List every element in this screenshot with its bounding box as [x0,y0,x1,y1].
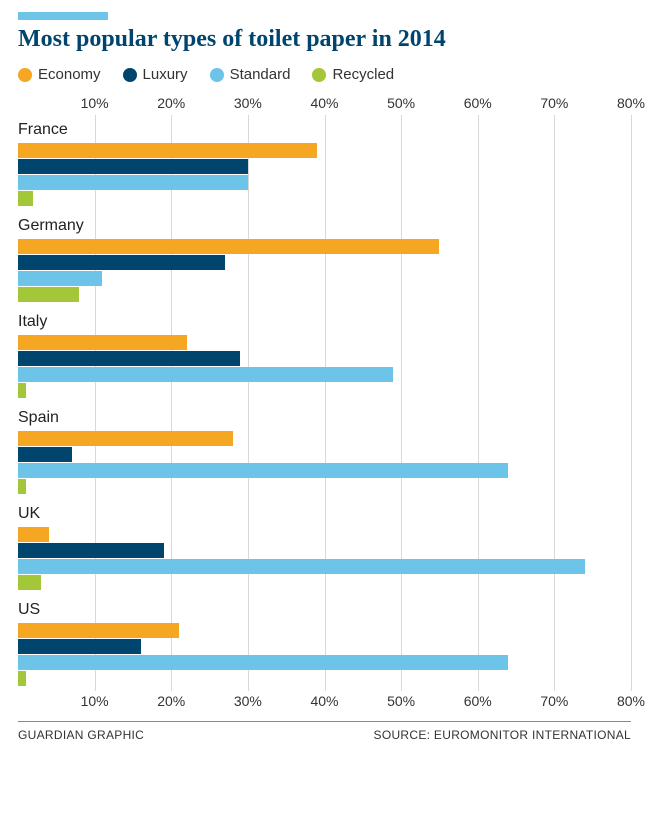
group-label: Italy [18,313,631,331]
x-axis-top: 10%20%30%40%50%60%70%80% [18,93,631,115]
group-label: Germany [18,217,631,235]
bar [18,639,141,654]
bar [18,175,248,190]
footer-left: GUARDIAN GRAPHIC [18,728,144,742]
bar [18,655,508,670]
group-label: France [18,121,631,139]
group-label: US [18,601,631,619]
bar-group: Spain [18,403,631,499]
axis-tick-label: 50% [387,95,415,111]
bar [18,479,26,494]
bars-area: France Germany Italy Spain UK US [18,115,631,691]
bar-group: France [18,115,631,211]
bar-group: UK [18,499,631,595]
axis-tick-label: 20% [157,95,185,111]
bar [18,623,179,638]
bar [18,239,439,254]
bar-group: Italy [18,307,631,403]
legend-swatch [123,68,137,82]
axis-tick-label: 50% [387,693,415,709]
legend-item: Economy [18,66,101,83]
bar [18,543,164,558]
bar [18,143,317,158]
legend-label: Economy [38,66,101,83]
bar [18,431,233,446]
axis-tick-label: 40% [310,693,338,709]
bar [18,159,248,174]
axis-tick-label: 10% [81,95,109,111]
legend-label: Recycled [332,66,394,83]
axis-tick-label: 10% [81,693,109,709]
bar [18,351,240,366]
legend-item: Recycled [312,66,394,83]
gridline [631,115,632,691]
footer-right: SOURCE: EUROMONITOR INTERNATIONAL [374,728,631,742]
legend-swatch [210,68,224,82]
group-label: Spain [18,409,631,427]
axis-tick-label: 80% [617,95,645,111]
footer: GUARDIAN GRAPHIC SOURCE: EUROMONITOR INT… [18,721,631,752]
bar [18,335,187,350]
legend-swatch [312,68,326,82]
chart-title: Most popular types of toilet paper in 20… [18,26,631,52]
legend-label: Luxury [143,66,188,83]
bar [18,527,49,542]
axis-tick-label: 70% [540,95,568,111]
bar [18,191,33,206]
bar [18,447,72,462]
legend-label: Standard [230,66,291,83]
legend-item: Standard [210,66,291,83]
axis-tick-label: 20% [157,693,185,709]
chart: 10%20%30%40%50%60%70%80% FranceGermanyIt… [18,93,631,713]
bar [18,271,102,286]
bar [18,671,26,686]
bar [18,559,585,574]
legend: Economy Luxury Standard Recycled [18,66,631,83]
axis-tick-label: 30% [234,693,262,709]
axis-tick-label: 60% [464,693,492,709]
bar [18,463,508,478]
legend-swatch [18,68,32,82]
bar-group: US [18,595,631,691]
x-axis-bottom: 10%20%30%40%50%60%70%80% [18,691,631,713]
bar [18,367,393,382]
bar [18,255,225,270]
axis-tick-label: 30% [234,95,262,111]
axis-tick-label: 70% [540,693,568,709]
group-label: UK [18,505,631,523]
bar [18,575,41,590]
axis-tick-label: 80% [617,693,645,709]
legend-item: Luxury [123,66,188,83]
bar [18,383,26,398]
bar-group: Germany [18,211,631,307]
axis-tick-label: 40% [310,95,338,111]
bar [18,287,79,302]
axis-tick-label: 60% [464,95,492,111]
accent-bar [18,12,108,20]
plot-area: France Germany Italy Spain UK US [18,115,631,691]
